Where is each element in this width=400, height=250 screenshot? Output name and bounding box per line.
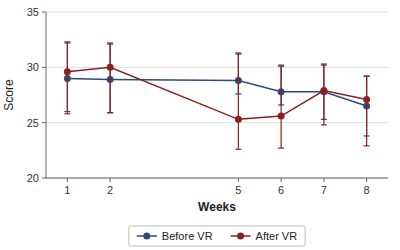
- y-tick: [42, 12, 46, 13]
- legend-item: Before VR: [137, 230, 213, 242]
- legend-item: After VR: [231, 230, 298, 242]
- error-cap-lower: [321, 124, 327, 125]
- error-bar-upper: [238, 54, 239, 119]
- x-tick-label: 7: [321, 184, 327, 196]
- x-tick: [366, 178, 367, 182]
- legend-marker: [143, 233, 150, 240]
- error-cap-upper: [321, 63, 327, 64]
- plot-area: [64, 42, 370, 149]
- legend-frame: [129, 226, 305, 246]
- error-cap-lower: [278, 148, 284, 149]
- legend-label: Before VR: [162, 230, 213, 242]
- grid-line: [46, 67, 388, 68]
- y-tick: [42, 122, 46, 123]
- y-tick: [42, 178, 46, 179]
- error-bar-upper: [323, 65, 324, 90]
- error-bar-lower: [67, 72, 68, 114]
- data-point: [235, 116, 242, 123]
- legend-marker: [237, 233, 244, 240]
- y-tick-label: 20: [27, 172, 39, 184]
- series-line: [67, 78, 366, 106]
- series: [64, 42, 370, 149]
- error-cap-lower: [235, 149, 241, 150]
- y-tick: [42, 67, 46, 68]
- error-bar-lower: [238, 119, 239, 149]
- x-tick: [323, 178, 324, 182]
- error-cap-upper: [235, 52, 241, 53]
- error-cap-lower: [107, 112, 113, 113]
- y-tick-label: 35: [27, 6, 39, 18]
- chart: 20253035125678WeeksScoreBefore VRAfter V…: [0, 0, 400, 250]
- x-axis: [46, 178, 388, 179]
- error-cap-upper: [364, 76, 370, 77]
- error-cap-upper: [107, 42, 113, 43]
- error-bar-lower: [366, 99, 367, 145]
- error-cap-lower: [64, 113, 70, 114]
- data-point: [64, 68, 71, 75]
- data-point: [320, 87, 327, 94]
- x-tick-label: 8: [364, 184, 370, 196]
- error-bar-upper: [110, 43, 111, 67]
- x-tick: [281, 178, 282, 182]
- grid-line: [46, 178, 388, 179]
- legend: Before VR After VR: [129, 226, 305, 246]
- data-point: [278, 113, 285, 120]
- x-tick: [67, 178, 68, 182]
- data-point: [363, 96, 370, 103]
- x-axis-label: Weeks: [198, 200, 236, 214]
- x-tick-label: 2: [107, 184, 113, 196]
- error-cap-upper: [364, 76, 370, 77]
- error-bar-lower: [323, 91, 324, 125]
- series-line: [67, 67, 366, 119]
- y-tick-label: 30: [27, 61, 39, 73]
- error-cap-lower: [364, 145, 370, 146]
- y-tick-label: 25: [27, 117, 39, 129]
- grid: [46, 12, 388, 178]
- x-tick-label: 6: [278, 184, 284, 196]
- error-cap-lower: [107, 112, 113, 113]
- error-bar-lower: [110, 67, 111, 112]
- legend-label: After VR: [256, 230, 298, 242]
- series: [64, 43, 370, 136]
- error-cap-upper: [235, 53, 241, 54]
- x-tick-label: 5: [235, 184, 241, 196]
- grid-line: [46, 12, 388, 13]
- y-axis-label: Score: [2, 79, 16, 111]
- data-point: [107, 64, 114, 71]
- error-cap-upper: [321, 65, 327, 66]
- y-axis: [46, 12, 47, 178]
- error-bar-upper: [281, 65, 282, 116]
- x-tick: [110, 178, 111, 182]
- x-tick: [238, 178, 239, 182]
- error-cap-upper: [64, 41, 70, 42]
- error-cap-upper: [278, 65, 284, 66]
- x-tick-label: 1: [64, 184, 70, 196]
- grid-line: [46, 122, 388, 123]
- error-bar-lower: [281, 116, 282, 148]
- error-bar-upper: [67, 42, 68, 72]
